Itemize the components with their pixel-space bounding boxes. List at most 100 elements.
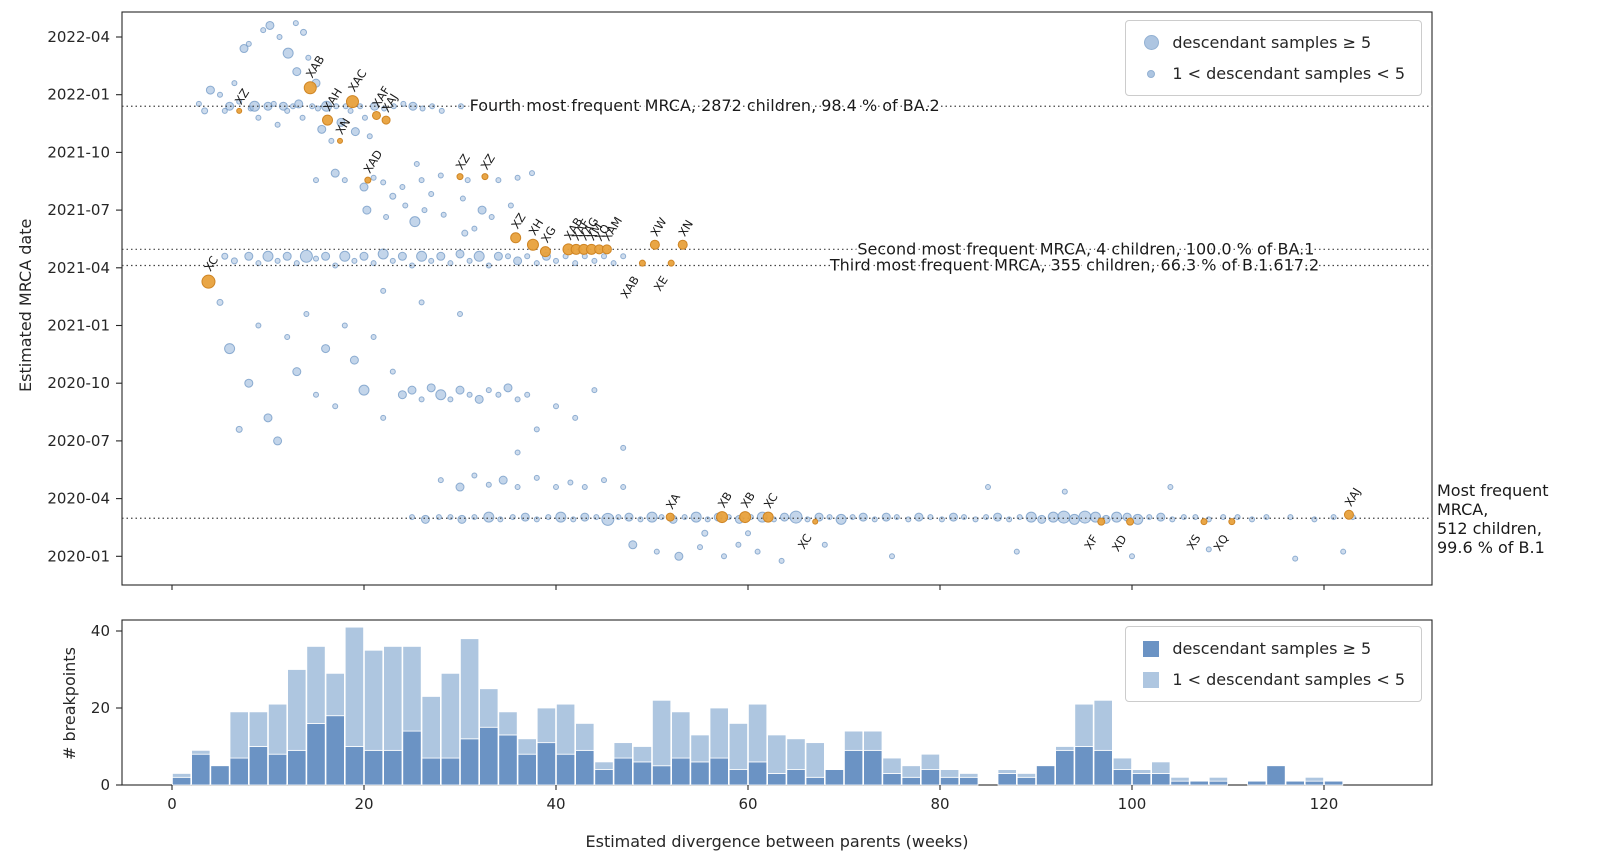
scatter-point (380, 287, 387, 294)
hist-bar-light (1132, 769, 1152, 774)
hist-bar-dark (267, 753, 288, 786)
scatter-point (341, 322, 348, 329)
hist-bar-light (863, 730, 883, 751)
scatter-point (362, 205, 372, 215)
scatter-point (230, 257, 238, 265)
annotation-line: Most frequent (1437, 481, 1549, 500)
recombinant-label: XF (1081, 532, 1101, 552)
scatter-point (429, 103, 436, 110)
scatter-point (276, 34, 283, 40)
recombinant-point-xf (1097, 517, 1106, 526)
annotation-line: 512 children, (1437, 519, 1542, 538)
scatter-point (359, 182, 369, 192)
hist-bar-light (786, 738, 806, 770)
scatter-point (745, 530, 751, 537)
mrca-line-annotation: Second most frequent MRCA, 4 children, 1… (857, 239, 1314, 258)
histogram-legend-label-light: 1 < descendant samples < 5 (1172, 670, 1405, 689)
hist-bar-dark (1055, 749, 1075, 786)
hist-bar-dark (671, 757, 691, 786)
hist-bar-dark (1285, 780, 1305, 786)
annotation-line: 99.6 % of B.1 (1437, 538, 1545, 557)
hist-bar-dark (1170, 780, 1190, 786)
recombinant-point-xaj (381, 115, 391, 125)
scatter-point (620, 253, 627, 260)
hist-x-tick-label: 0 (167, 795, 177, 813)
hist-bar-light (1112, 757, 1132, 770)
scatter-point (505, 103, 512, 110)
scatter-point (366, 133, 373, 140)
scatter-point (1078, 510, 1092, 524)
scatter-point (428, 190, 435, 197)
histogram-legend-label-dark: descendant samples ≥ 5 (1172, 639, 1372, 658)
hist-bar-dark (1016, 776, 1037, 786)
y-tick-label: 2021-07 (47, 201, 110, 219)
scatter-point (370, 174, 377, 181)
scatter-point (514, 449, 521, 456)
hist-bar-light (325, 672, 345, 717)
scatter-point (653, 548, 660, 555)
scatter-point (1057, 510, 1071, 524)
y-tick-label: 2020-07 (47, 432, 110, 450)
scatter-point (835, 513, 847, 525)
scatter-point (361, 114, 368, 121)
scatter-point (471, 225, 478, 232)
scatter-point (1287, 514, 1294, 521)
scatter-point (294, 99, 304, 109)
scatter-point (332, 262, 339, 269)
recombinant-label: XAJ (1342, 485, 1364, 509)
scatter-point (397, 251, 407, 261)
mrca-scatter-frame (121, 11, 1433, 586)
scatter-point (524, 253, 531, 260)
hist-bar-dark (556, 753, 576, 786)
scatter-point (359, 251, 369, 261)
scatter-point (205, 85, 215, 95)
scatter-point (1068, 513, 1080, 525)
hist-bar-light (536, 707, 557, 744)
scatter-point (437, 477, 444, 484)
scatter-point (553, 257, 559, 264)
recombinant-label: XZ (232, 86, 252, 107)
scatter-point (821, 541, 828, 548)
scatter-point (534, 105, 541, 112)
scatter-point (701, 529, 709, 537)
recombinant-label: XA (663, 491, 683, 512)
y-tick-label: 2021-10 (47, 143, 110, 161)
scatter-point (447, 260, 454, 267)
scatter-point (972, 516, 979, 523)
scatter-point (529, 170, 535, 177)
hist-bar-light (844, 730, 864, 751)
scatter-point (426, 383, 436, 393)
recombinant-point-xaf (371, 110, 381, 120)
scatter-point (620, 444, 627, 451)
hist-bar-light (575, 723, 595, 751)
hist-bar-light (287, 669, 307, 751)
hist-bar-dark (440, 757, 461, 786)
hist-bar-light (171, 773, 192, 778)
scatter-point (278, 101, 288, 111)
scatter-point (400, 100, 407, 107)
scatter-point (341, 177, 348, 184)
scatter-point (416, 250, 428, 262)
mrca-line-annotation: Third most frequent MRCA, 355 children, … (829, 255, 1319, 274)
scatter-point (591, 257, 598, 264)
y-tick-label: 2022-01 (47, 86, 110, 104)
scatter-point (1061, 488, 1068, 495)
scatter-point (409, 216, 421, 228)
hist-bar-light (498, 711, 518, 736)
scatter-point (397, 390, 407, 400)
scatter-point (620, 484, 627, 491)
recombinant-point-xah (322, 114, 334, 126)
scatter-point (849, 514, 856, 521)
scatter-point (284, 107, 291, 114)
scatter-point (1180, 514, 1187, 521)
scatter-point (321, 344, 331, 354)
hist-bar-dark (459, 738, 480, 786)
hist-bar-light (1208, 776, 1228, 782)
scatter-point (314, 105, 321, 112)
hist-bar-dark (210, 765, 230, 786)
hist-bar-light (728, 723, 749, 771)
hist-bar-dark (1189, 780, 1209, 786)
scatter-point (646, 511, 658, 523)
